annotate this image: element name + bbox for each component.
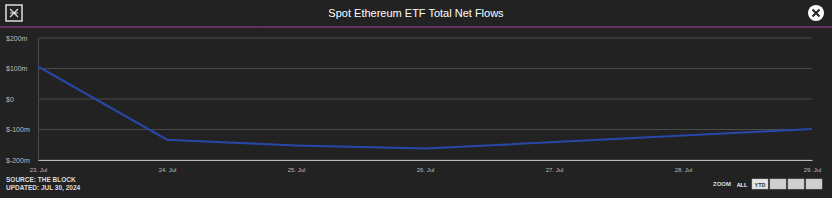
x-tick-label: 28. Jul <box>675 167 693 173</box>
chart: Spot Ethereum ETF Total Net Flows $200m $1… <box>0 0 832 198</box>
zoom-button[interactable] <box>788 179 804 189</box>
background <box>0 0 832 198</box>
zoom-button[interactable] <box>806 179 822 189</box>
y-tick-label: $-200m <box>6 157 30 164</box>
grid-line <box>38 68 812 69</box>
title: Spot Ethereum ETF Total Net Flows <box>328 7 504 19</box>
grid <box>38 38 812 160</box>
close-icon[interactable] <box>813 10 820 17</box>
x-tick-label: 24. Jul <box>159 167 177 173</box>
zoom-button[interactable] <box>770 179 786 189</box>
logo-mark <box>10 9 18 17</box>
zoom-button-box[interactable] <box>806 179 822 189</box>
zoom-button-box[interactable] <box>734 179 750 189</box>
y-axis: $200m $100m $0 $-100m $-200m <box>6 35 39 164</box>
zoom-button-label[interactable]: ALL <box>737 182 748 188</box>
zoom-button-label[interactable]: YTD <box>755 182 766 188</box>
y-tick-label: $200m <box>6 35 28 42</box>
grid-line <box>38 99 812 100</box>
y-axis-line <box>38 39 39 161</box>
y-tick: $200m <box>6 35 38 42</box>
x-axis-line <box>39 160 813 161</box>
x-tick: 29. Jul <box>804 160 822 173</box>
zoom-label: ZOOM <box>713 181 731 187</box>
zoom-button-box[interactable] <box>788 179 804 189</box>
x-tick-label: 23. Jul <box>30 167 48 173</box>
y-tick-label: $0 <box>6 96 14 103</box>
zoom-button[interactable]: YTD <box>752 179 768 189</box>
x-tick: 28. Jul <box>675 160 693 173</box>
x-axis: 23. Jul 24. Jul 25. Jul 26. Jul 27. Jul 28. J… <box>30 160 822 173</box>
x-tick: 27. Jul <box>546 160 564 173</box>
zoom-button[interactable]: ALL <box>734 179 750 189</box>
logo-frame <box>6 5 22 21</box>
plot-area <box>38 66 812 148</box>
flow-line <box>38 66 812 148</box>
close-button[interactable] <box>808 5 824 21</box>
x-tick-label: 26. Jul <box>417 167 435 173</box>
y-tick: $-100m <box>6 126 38 133</box>
x-tick-label: 27. Jul <box>546 167 564 173</box>
y-tick: $0 <box>6 96 38 103</box>
x-tick: 24. Jul <box>159 160 177 173</box>
y-tick-label: $100m <box>6 65 28 72</box>
grid-line <box>38 129 812 130</box>
logo <box>6 5 22 21</box>
zoom-button-box[interactable] <box>752 179 768 189</box>
grid-line <box>38 38 812 39</box>
y-tick: $100m <box>6 65 38 72</box>
x-tick-label: 29. Jul <box>804 167 822 173</box>
updated: UPDATED: JUL 30, 2024 <box>6 184 81 192</box>
zoom-button-box[interactable] <box>770 179 786 189</box>
x-tick: 25. Jul <box>288 160 306 173</box>
y-tick-label: $-100m <box>6 126 30 133</box>
close-circle[interactable] <box>808 5 824 21</box>
x-tick: 23. Jul <box>30 160 48 173</box>
grid-line <box>38 160 812 161</box>
x-tick: 26. Jul <box>417 160 435 173</box>
y-tick: $-200m <box>6 157 38 164</box>
header-rule <box>0 27 832 28</box>
source: SOURCE: THE BLOCK <box>6 176 76 183</box>
x-tick-label: 25. Jul <box>288 167 306 173</box>
